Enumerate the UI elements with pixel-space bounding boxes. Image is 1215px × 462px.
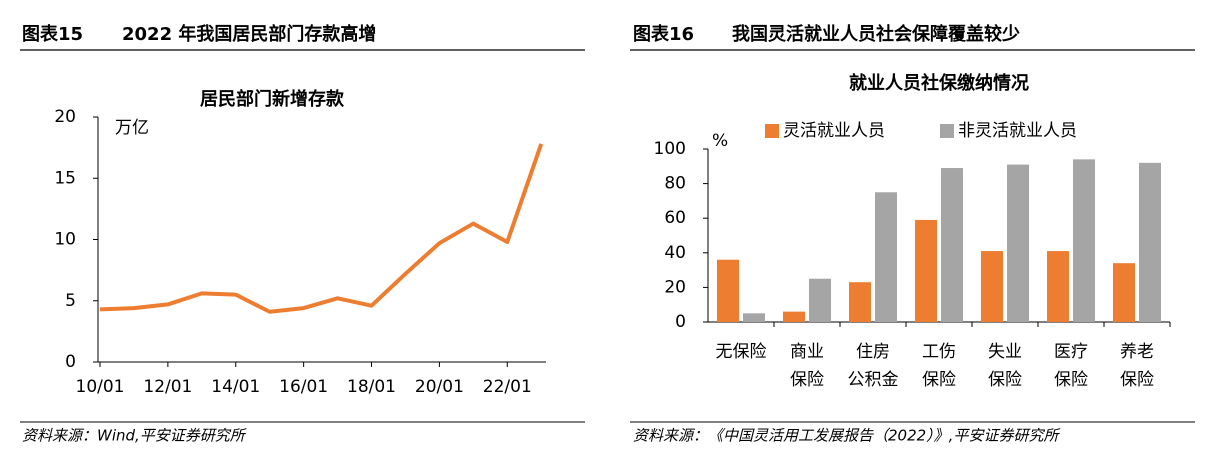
x-tick-label: 无保险 <box>716 342 767 362</box>
source: 资料来源：Wind,平安证券研究所 <box>22 427 247 445</box>
source: 资料来源：《中国灵活用工发展报告（2022）》,平安证券研究所 <box>633 427 1060 445</box>
y-tick-label: 100 <box>654 139 686 159</box>
chart-title: 就业人员社保缴纳情况 <box>849 72 1029 94</box>
bar <box>743 313 765 322</box>
bar <box>875 192 897 322</box>
figure-number: 图表16 <box>633 23 694 45</box>
legend-label: 非灵活就业人员 <box>958 121 1077 141</box>
y-tick-label: 60 <box>664 208 686 228</box>
y-tick-label: 40 <box>664 243 686 263</box>
figure-number: 图表15 <box>22 23 83 45</box>
y-tick-label: 10 <box>54 230 76 250</box>
bar <box>1047 251 1069 322</box>
y-tick-label: 20 <box>664 277 686 297</box>
x-tick-label: 10/01 <box>76 377 125 397</box>
x-tick-label: 14/01 <box>211 377 260 397</box>
bar <box>941 168 963 322</box>
x-tick-label: 18/01 <box>347 377 396 397</box>
x-tick-label: 12/01 <box>143 377 192 397</box>
x-tick-label: 20/01 <box>415 377 464 397</box>
bar <box>783 311 805 322</box>
legend-swatch <box>765 124 779 138</box>
bar <box>981 251 1003 322</box>
bar <box>1073 159 1095 322</box>
x-tick-label: 养老保险 <box>1120 342 1154 390</box>
x-tick-label: 16/01 <box>279 377 328 397</box>
figure-heading: 我国灵活就业人员社会保障覆盖较少 <box>732 23 1020 45</box>
bar <box>809 278 831 322</box>
line-series <box>99 143 544 314</box>
legend-label: 灵活就业人员 <box>783 121 885 141</box>
y-unit: 万亿 <box>115 118 149 138</box>
y-tick-label: 20 <box>54 107 76 127</box>
y-tick-label: 80 <box>664 174 686 194</box>
y-tick-label: 5 <box>65 291 76 311</box>
bar <box>717 259 739 322</box>
x-tick-label: 商业保险 <box>790 342 824 390</box>
bar <box>1113 263 1135 322</box>
x-tick-label: 工伤保险 <box>922 342 956 390</box>
x-tick-label: 失业保险 <box>988 342 1022 390</box>
chart-title: 居民部门新增存款 <box>200 88 345 110</box>
x-tick-label: 住房公积金 <box>848 342 899 390</box>
figure-heading: 2022 年我国居民部门存款高增 <box>122 23 376 45</box>
x-tick-label: 22/01 <box>483 377 532 397</box>
y-unit: % <box>712 131 728 151</box>
legend-swatch <box>940 124 954 138</box>
y-tick-label: 0 <box>65 352 76 372</box>
y-tick-label: 15 <box>54 168 76 188</box>
bar <box>1139 162 1161 322</box>
bar <box>849 282 871 322</box>
x-tick-label: 医疗保险 <box>1054 342 1088 390</box>
bar <box>1007 164 1029 322</box>
bar <box>915 219 937 322</box>
y-tick-label: 0 <box>675 312 686 332</box>
